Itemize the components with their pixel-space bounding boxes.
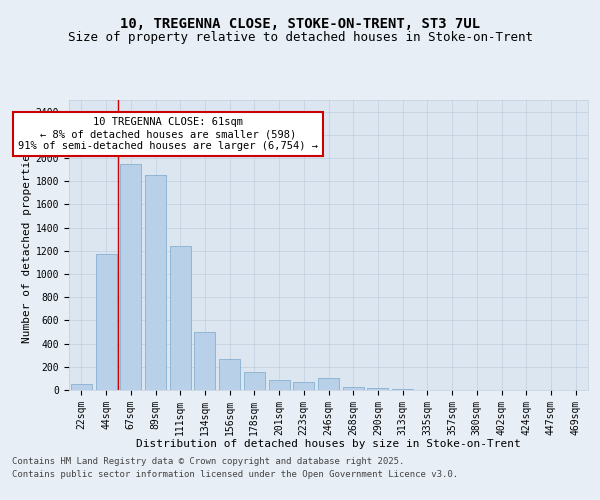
Bar xyxy=(194,332,215,390)
Text: Contains HM Land Registry data © Crown copyright and database right 2025.: Contains HM Land Registry data © Crown c… xyxy=(12,458,404,466)
Bar xyxy=(392,389,413,390)
Bar xyxy=(71,384,92,390)
Text: 10 TREGENNA CLOSE: 61sqm
← 8% of detached houses are smaller (598)
91% of semi-d: 10 TREGENNA CLOSE: 61sqm ← 8% of detache… xyxy=(18,118,318,150)
Bar xyxy=(367,388,388,390)
Bar xyxy=(120,164,141,390)
Bar xyxy=(293,382,314,390)
Y-axis label: Number of detached properties: Number of detached properties xyxy=(22,147,32,343)
Bar xyxy=(145,176,166,390)
Text: 10, TREGENNA CLOSE, STOKE-ON-TRENT, ST3 7UL: 10, TREGENNA CLOSE, STOKE-ON-TRENT, ST3 … xyxy=(120,18,480,32)
Bar xyxy=(95,254,116,390)
Text: Size of property relative to detached houses in Stoke-on-Trent: Size of property relative to detached ho… xyxy=(67,31,533,44)
Bar xyxy=(170,246,191,390)
Bar xyxy=(244,372,265,390)
X-axis label: Distribution of detached houses by size in Stoke-on-Trent: Distribution of detached houses by size … xyxy=(136,439,521,449)
Bar xyxy=(219,358,240,390)
Bar xyxy=(269,380,290,390)
Bar xyxy=(318,378,339,390)
Text: Contains public sector information licensed under the Open Government Licence v3: Contains public sector information licen… xyxy=(12,470,458,479)
Bar xyxy=(343,386,364,390)
